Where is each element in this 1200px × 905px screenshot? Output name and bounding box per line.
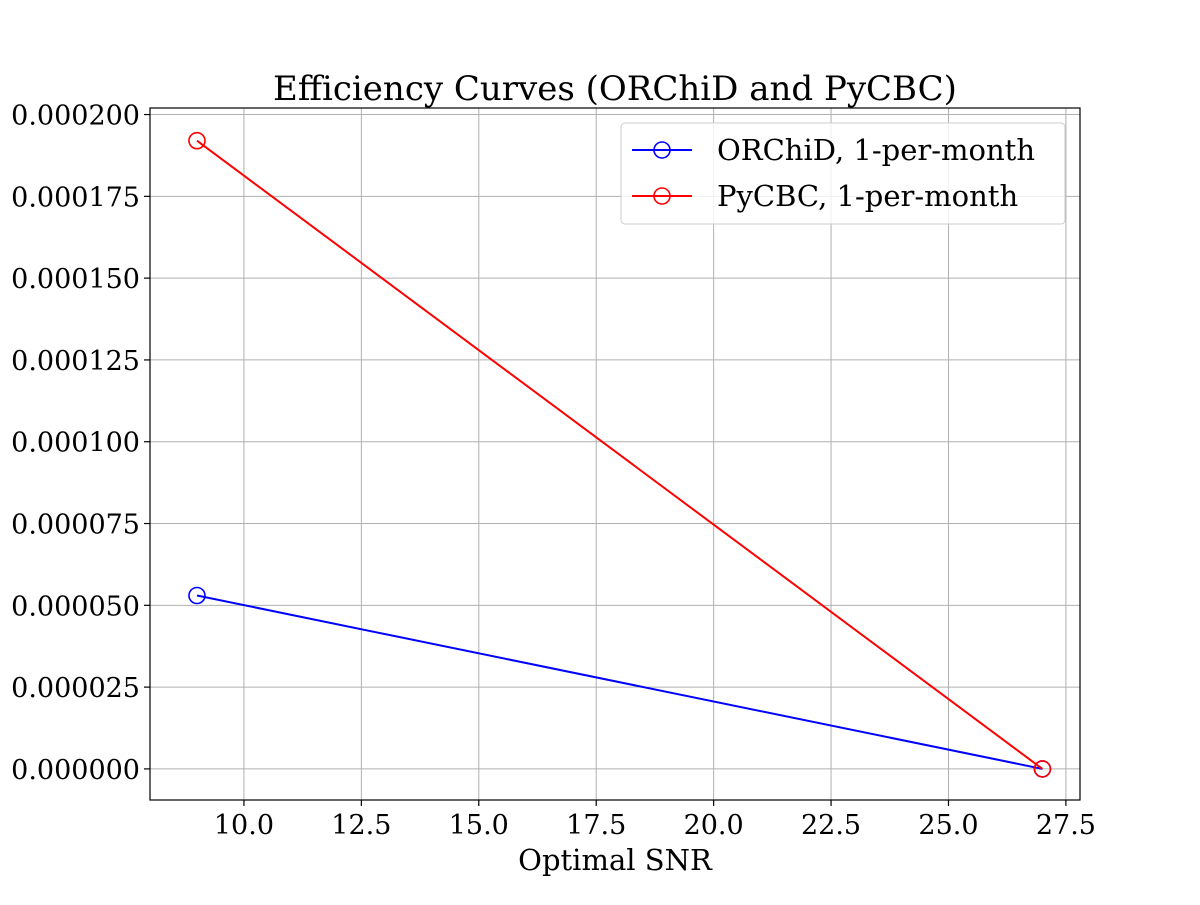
x-tick-label: 20.0 [684, 810, 744, 841]
y-tick-label: 0.000000 [11, 755, 140, 786]
x-tick-label: 12.5 [331, 810, 391, 841]
legend-box [620, 122, 1066, 225]
legend-marker [653, 141, 671, 159]
legend-entry-0: ORChiD, 1-per-month [632, 133, 1035, 167]
data-point [188, 586, 206, 605]
data-point [1033, 760, 1052, 778]
legend-label: ORChiD, 1-per-month [717, 133, 1035, 167]
series-layer [188, 131, 1052, 778]
tick-layer: 10.0 12.5 15.0 17.5 20.0 22.5 25.0 27.5 0.000000… [11, 101, 1096, 841]
x-tick-label: 17.5 [566, 810, 626, 841]
y-tick-label: 0.000150 [11, 264, 140, 295]
series-0 [188, 586, 1052, 778]
legend-label: PyCBC, 1-per-month [717, 179, 1018, 213]
legend: ORChiD, 1-per-month PyCBC, 1-per-month [620, 122, 1066, 225]
y-tick-label: 0.000075 [11, 510, 140, 541]
y-tick-label: 0.000125 [11, 346, 140, 377]
data-point [188, 131, 206, 150]
x-axis-label: Optimal SNR [518, 843, 713, 877]
series-1 [188, 131, 1052, 778]
x-tick-label: 27.5 [1036, 810, 1096, 841]
legend-marker [653, 187, 671, 205]
x-tick-label: 25.0 [918, 810, 978, 841]
y-tick-label: 0.000100 [11, 428, 140, 459]
legend-entry-1: PyCBC, 1-per-month [632, 179, 1018, 213]
x-tick-label: 22.5 [801, 810, 861, 841]
y-tick-label: 0.000050 [11, 591, 140, 622]
x-tick-label: 10.0 [214, 810, 274, 841]
plot-frame [149, 107, 1081, 801]
series-line [196, 594, 1043, 770]
y-tick-label: 0.000175 [11, 182, 140, 213]
x-tick-label: 15.0 [449, 810, 509, 841]
chart-title: Efficiency Curves (ORChiD and PyCBC) [273, 69, 957, 109]
y-tick-label: 0.000200 [11, 101, 140, 132]
series-line [196, 139, 1044, 770]
y-tick-label: 0.000025 [11, 673, 140, 704]
